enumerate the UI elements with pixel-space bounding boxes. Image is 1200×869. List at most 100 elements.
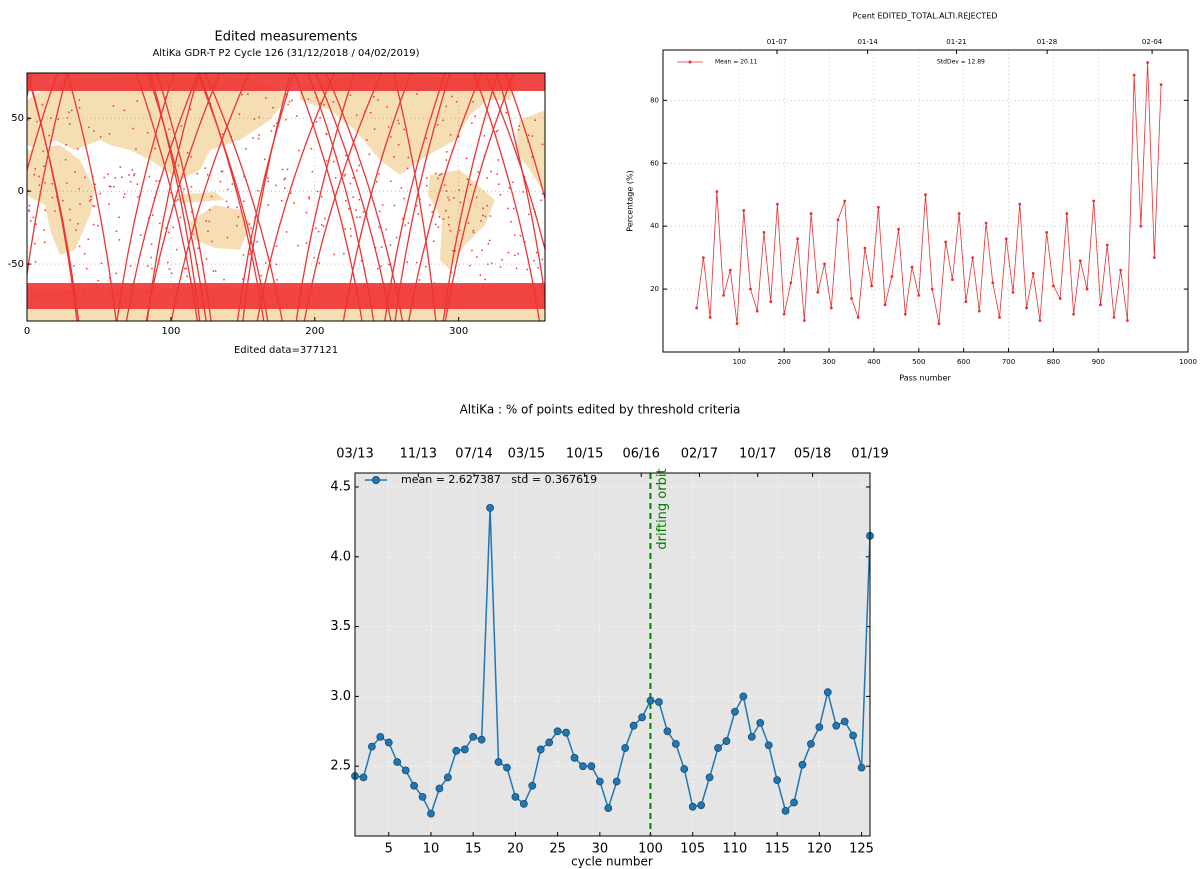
data-point — [1065, 212, 1069, 215]
edited-point — [112, 105, 115, 107]
edited-point — [332, 101, 335, 103]
y-tick-label: 50 — [11, 113, 24, 124]
edited-track — [145, 73, 221, 321]
edited-point — [436, 123, 439, 126]
edited-point — [88, 200, 91, 202]
chart-title: AltiKa : % of points edited by threshold… — [460, 403, 741, 417]
edited-point — [388, 126, 390, 128]
edited-point — [190, 156, 192, 158]
edited-point — [35, 223, 37, 225]
edited-track — [116, 73, 175, 321]
edited-point — [51, 196, 54, 199]
data-point — [646, 696, 655, 705]
edited-point — [507, 251, 510, 254]
data-point — [367, 742, 376, 751]
data-point — [815, 723, 824, 731]
edited-point — [34, 242, 36, 245]
edited-point — [310, 147, 313, 150]
x-tick-label: 100 — [638, 842, 663, 857]
edited-point — [412, 296, 415, 298]
edited-point — [227, 206, 229, 208]
edited-point — [152, 214, 154, 216]
edited-point — [294, 294, 296, 297]
data-point — [769, 300, 773, 304]
edited-point — [119, 166, 122, 168]
edited-point — [429, 204, 431, 206]
edited-point — [515, 267, 518, 270]
data-point — [477, 735, 486, 744]
y-tick-label: 4.5 — [330, 479, 351, 494]
data-point — [553, 727, 562, 736]
edited-point — [133, 174, 135, 177]
edited-point — [212, 270, 215, 272]
edited-point — [50, 117, 52, 119]
edited-point — [531, 135, 534, 137]
data-point — [359, 773, 368, 782]
y-tick-label: 3.5 — [330, 619, 351, 634]
edited-point — [320, 102, 322, 104]
edited-point — [416, 261, 418, 264]
edited-point — [90, 195, 92, 198]
x-axis-label: cycle number — [571, 855, 653, 869]
data-point — [755, 309, 759, 313]
data-point — [519, 799, 528, 808]
edited-point — [214, 270, 217, 272]
data-point — [849, 731, 858, 740]
edited-point — [449, 134, 452, 136]
data-point — [1031, 271, 1035, 275]
edited-point — [111, 297, 114, 299]
edited-point — [276, 279, 278, 281]
x2-tick-label: 01-14 — [857, 38, 878, 46]
edited-point — [79, 203, 81, 205]
edited-point — [406, 261, 408, 263]
edited-point — [29, 220, 32, 222]
edited-point — [305, 242, 308, 244]
edited-point — [266, 177, 269, 179]
edited-point — [107, 173, 109, 176]
edited-point — [242, 254, 245, 256]
edited-point — [183, 188, 185, 190]
edited-point — [393, 204, 396, 207]
edited-point — [480, 220, 482, 222]
legend-marker — [688, 60, 692, 64]
edited-point — [435, 223, 437, 226]
edited-point — [486, 177, 488, 179]
edited-point — [362, 211, 365, 213]
data-point — [1126, 319, 1129, 322]
edited-point — [69, 219, 71, 221]
edited-track — [146, 73, 200, 321]
data-point — [762, 231, 766, 234]
data-point — [410, 781, 418, 790]
edited-points — [27, 73, 545, 321]
edited-point — [267, 180, 269, 183]
edited-point — [248, 223, 250, 225]
edited-point — [230, 135, 233, 138]
edited-point — [209, 103, 212, 105]
data-point — [528, 781, 537, 790]
data-point — [756, 719, 765, 727]
edited-point — [448, 199, 451, 201]
edited-point — [32, 216, 35, 219]
edited-point — [317, 230, 320, 233]
edited-point — [440, 173, 443, 175]
edited-point — [154, 98, 157, 101]
data-point — [957, 212, 961, 215]
edited-point — [527, 140, 529, 143]
edited-point — [333, 253, 335, 256]
data-point — [418, 793, 427, 801]
data-point — [621, 744, 630, 752]
edited-point — [512, 181, 514, 184]
edited-point — [434, 172, 437, 175]
edited-point — [66, 182, 68, 184]
edited-point — [404, 224, 407, 227]
x2-tick-label: 01-07 — [767, 38, 787, 46]
edited-point — [376, 180, 378, 183]
edited-point — [315, 227, 317, 229]
edited-point — [432, 240, 435, 243]
edited-point — [281, 168, 284, 171]
edited-point — [490, 262, 493, 265]
edited-point — [132, 127, 134, 130]
edited-point — [469, 264, 471, 267]
edited-point — [147, 265, 149, 267]
data-point — [376, 732, 385, 741]
